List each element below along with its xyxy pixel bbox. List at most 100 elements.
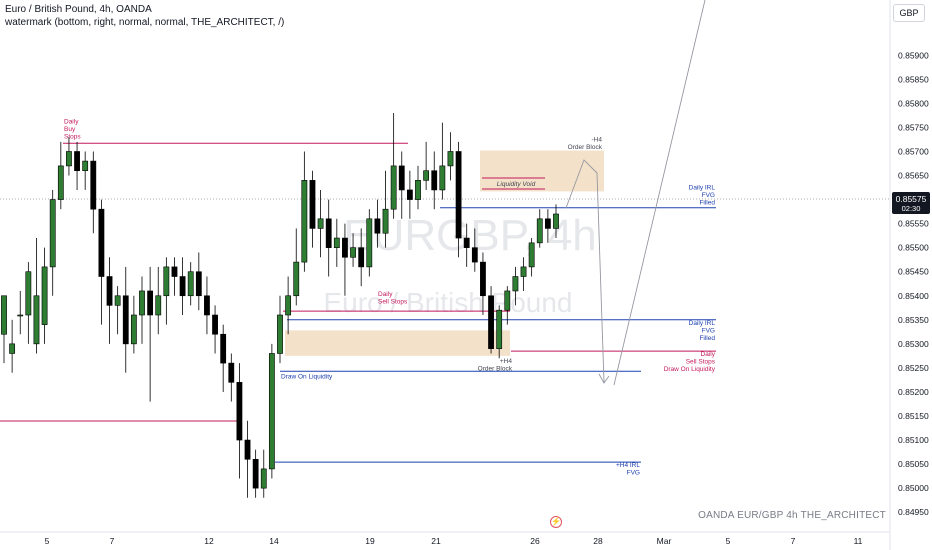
candle-body — [260, 468, 267, 489]
projection-trend-line — [613, 0, 706, 386]
candle-body — [480, 261, 486, 297]
level-label: Daily Sell Stops — [378, 291, 408, 306]
candle-body — [49, 199, 56, 268]
price-tick-label: 0.85500 — [898, 243, 929, 253]
chart-title: Euro / British Pound, 4h, OANDA — [5, 4, 152, 15]
candle-body — [325, 218, 332, 248]
candle-body — [382, 208, 389, 234]
candle-body — [9, 343, 16, 354]
time-tick-label: Mar — [657, 536, 672, 546]
level-label: Draw On Liquidity — [281, 373, 333, 380]
candle-body — [536, 218, 543, 244]
candle-body — [236, 382, 243, 441]
candle-body — [122, 295, 129, 345]
candle-body — [268, 353, 275, 470]
candle-body — [358, 247, 365, 268]
candle-body — [520, 266, 527, 277]
time-tick-label: 19 — [365, 536, 375, 546]
price-tick-label: 0.85050 — [898, 459, 929, 469]
time-tick-label: 14 — [269, 536, 279, 546]
candle-body — [366, 218, 373, 268]
candle-body — [285, 295, 292, 316]
price-badge — [892, 192, 930, 214]
candle-body — [553, 213, 559, 229]
candle-body — [195, 271, 202, 297]
price-tick-label: 0.85350 — [898, 315, 929, 325]
candle-body — [17, 314, 24, 317]
time-tick-label: 7 — [791, 536, 796, 546]
candle-body — [155, 295, 162, 316]
price-tick-label: 0.85650 — [898, 171, 929, 181]
candle-body — [431, 170, 438, 191]
projection-arrowhead — [598, 373, 610, 384]
candle-body — [244, 439, 251, 460]
watermark-name: Euro / British Pound — [323, 287, 572, 318]
projection-path — [565, 159, 605, 383]
candle-body — [252, 458, 259, 489]
currency-button[interactable]: GBP — [893, 4, 925, 22]
candle-body — [163, 266, 170, 297]
candle-body — [147, 290, 154, 316]
candle-body — [171, 266, 178, 277]
level-label: Daily IRL FVG Filled — [689, 185, 716, 207]
candle-body — [301, 180, 308, 263]
flash-icon[interactable]: ⚡ — [550, 516, 562, 528]
candle-body — [212, 314, 218, 335]
candle-body — [228, 362, 235, 383]
candle-body — [74, 151, 80, 172]
price-tick-label: 0.85300 — [898, 339, 929, 349]
candle-body — [82, 160, 89, 172]
level-label: Daily Buy Stops — [64, 118, 81, 140]
candle-body — [130, 314, 137, 345]
time-tick-label: 5 — [726, 536, 731, 546]
candle-body — [390, 165, 397, 210]
price-tick-label: 0.84950 — [898, 507, 929, 517]
price-tick-label: 0.85250 — [898, 363, 929, 373]
time-tick-label: 11 — [854, 536, 863, 546]
price-tick-label: 0.85550 — [898, 219, 929, 229]
candle-body — [350, 247, 356, 258]
candle-body — [90, 160, 97, 210]
candle-body — [187, 271, 194, 297]
price-tick-label: 0.85100 — [898, 435, 929, 445]
zone-label: -H4 Order Block — [568, 137, 603, 152]
candle-body — [423, 170, 430, 181]
candle-body — [293, 261, 300, 297]
time-tick-label: 21 — [431, 536, 441, 546]
candle-body — [106, 276, 113, 306]
candle-body — [309, 180, 316, 229]
price-tick-label: 0.85150 — [898, 411, 929, 421]
zone-label: +H4 Order Block — [478, 358, 513, 373]
price-tick-label: 0.85400 — [898, 291, 929, 301]
candle-body — [33, 295, 40, 345]
level-label: Daily IRL FVG Filled — [689, 320, 716, 342]
candle-body — [374, 218, 381, 234]
candle-body — [463, 237, 470, 248]
candle-body — [317, 218, 324, 229]
candle-body — [471, 247, 478, 263]
candle-body — [439, 165, 446, 191]
price-tick-label: 0.85700 — [898, 146, 929, 156]
candle-body — [41, 266, 48, 325]
price-tick-label: 0.85900 — [898, 50, 929, 60]
candle-body — [57, 165, 64, 200]
candle-body — [406, 189, 413, 200]
candle-body — [496, 309, 503, 349]
candle-body — [333, 237, 340, 248]
candle-body — [342, 237, 348, 258]
candle-body — [455, 151, 462, 239]
level-label: +H4 IRL FVG — [616, 462, 640, 477]
candle-body — [398, 165, 405, 191]
price-tick-label: 0.85750 — [898, 122, 929, 132]
candle-body — [504, 290, 511, 311]
price-badge-value: 0.85575 — [896, 194, 927, 204]
candle-body — [139, 290, 145, 316]
indicator-label[interactable]: watermark (bottom, right, normal, normal… — [5, 17, 285, 28]
order-block-zone — [480, 150, 604, 192]
candle-body — [277, 314, 283, 354]
price-tick-label: 0.85200 — [898, 387, 929, 397]
time-tick-label: 26 — [530, 536, 540, 546]
candle-body — [66, 151, 72, 167]
candle-body — [544, 218, 551, 229]
